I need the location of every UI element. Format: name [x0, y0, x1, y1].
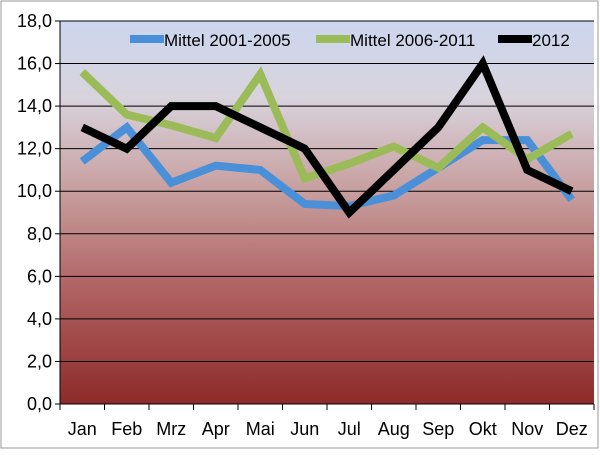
y-tick-label: 16,0: [17, 54, 52, 74]
y-tick-label: 18,0: [17, 11, 52, 31]
y-tick-label: 12,0: [17, 139, 52, 159]
series-line-2: [79, 65, 574, 184]
x-tick-label: Feb: [111, 419, 142, 439]
x-tick-label: Mai: [246, 419, 275, 439]
x-tick-label: Okt: [469, 419, 497, 439]
x-tick-label: Nov: [511, 419, 543, 439]
x-tick-label: Aug: [378, 419, 410, 439]
x-tick-label: Jun: [290, 419, 319, 439]
y-tick-label: 6,0: [27, 266, 52, 286]
y-tick-label: 14,0: [17, 96, 52, 116]
x-tick-label: Jan: [68, 419, 97, 439]
legend-label-3: 2012: [532, 31, 570, 50]
x-tick-label: Mrz: [156, 419, 186, 439]
y-tick-label: 4,0: [27, 309, 52, 329]
legend-label-1: Mittel 2001-2005: [164, 31, 291, 50]
series-line-1: [79, 121, 575, 211]
x-tick-label: Dez: [556, 419, 588, 439]
series-line-3: [80, 55, 574, 219]
x-tick-label: Jul: [338, 419, 361, 439]
y-tick-label: 2,0: [27, 351, 52, 371]
y-tick-label: 8,0: [27, 224, 52, 244]
legend-label-2: Mittel 2006-2011: [350, 31, 475, 50]
y-tick-label: 0,0: [27, 394, 52, 414]
y-tick-label: 10,0: [17, 181, 52, 201]
x-tick-label: Sep: [422, 419, 454, 439]
plot-area: [60, 21, 594, 404]
x-tick-label: Apr: [202, 419, 230, 439]
